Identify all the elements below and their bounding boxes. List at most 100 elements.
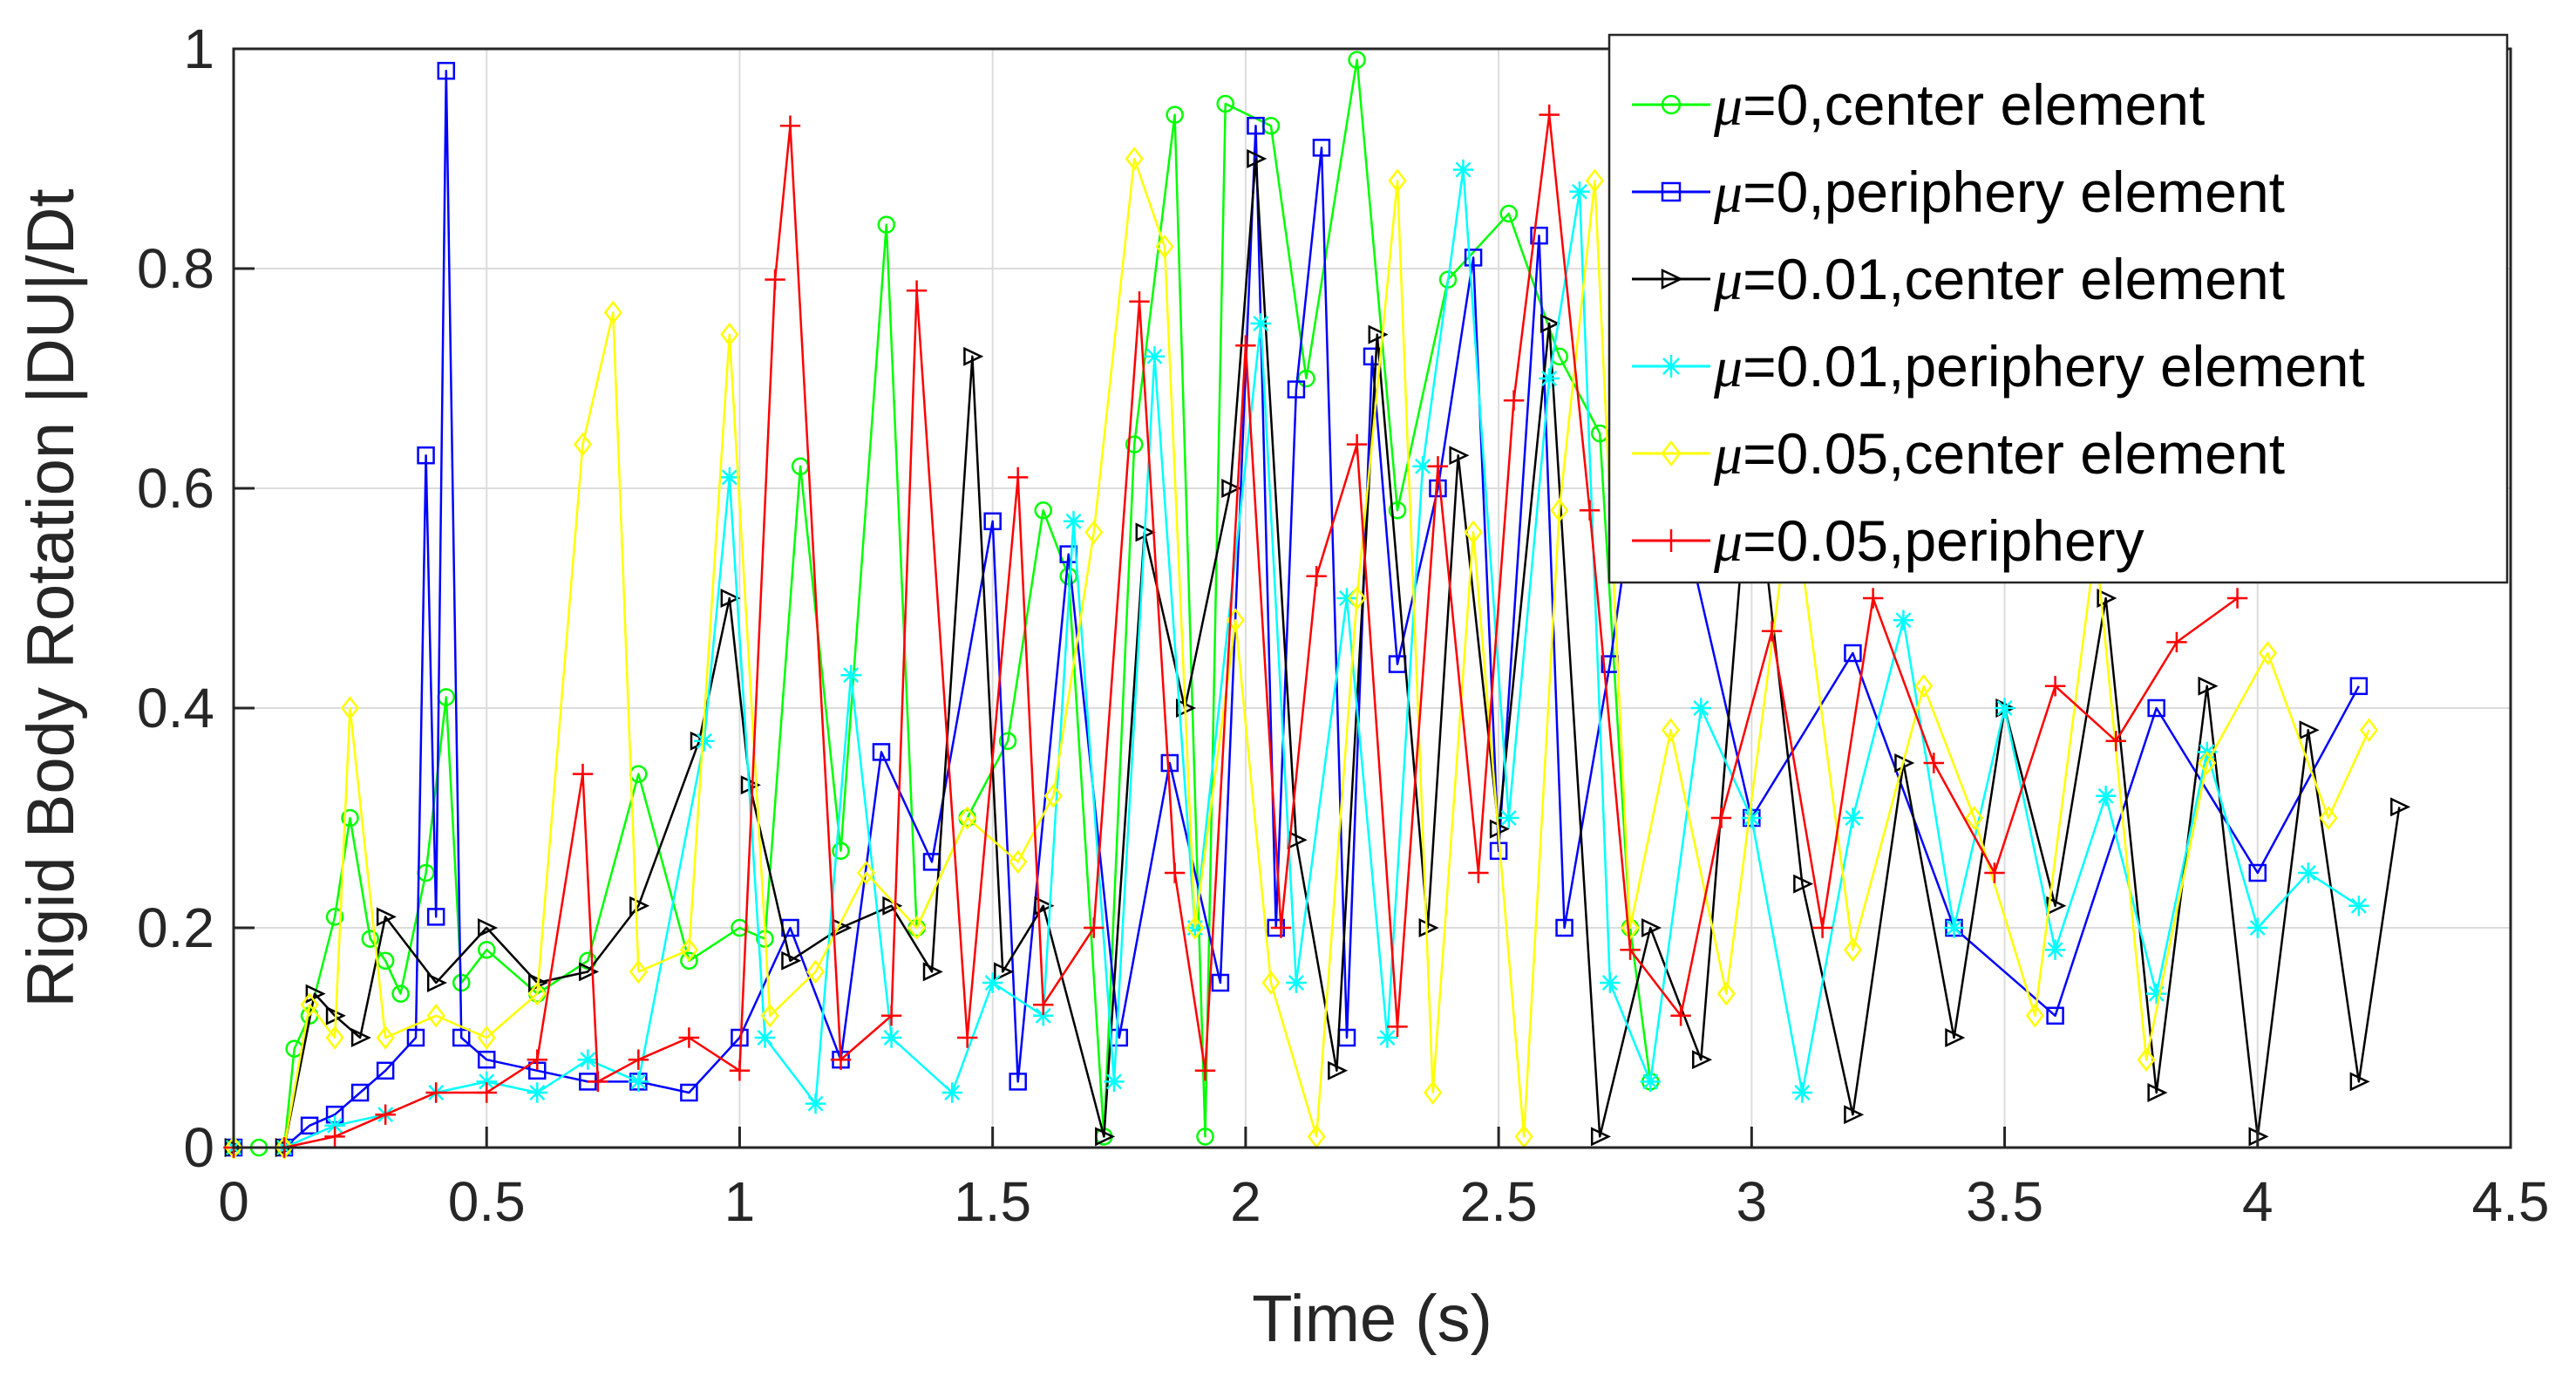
data-point <box>573 432 593 457</box>
data-point <box>1247 116 1265 135</box>
data-point <box>1286 972 1307 993</box>
data-point <box>350 1083 370 1102</box>
data-point <box>1216 94 1234 113</box>
legend-entry: μ=0,periphery element <box>1632 160 2285 225</box>
data-point <box>628 1049 649 1070</box>
data-point <box>2095 786 2117 807</box>
data-point <box>300 1116 319 1135</box>
data-point <box>476 1082 497 1103</box>
legend-entry: μ=0.05,center element <box>1632 421 2285 487</box>
data-point <box>426 1004 445 1028</box>
legend-marker <box>1661 269 1683 290</box>
data-point <box>982 972 1003 993</box>
legend-label-text: =0,center element <box>1743 72 2205 137</box>
data-point <box>1943 917 1965 938</box>
data-point <box>1621 916 1640 940</box>
data-point <box>779 115 801 136</box>
data-point <box>2349 1072 2370 1092</box>
data-point <box>628 1071 649 1093</box>
data-point <box>1661 718 1681 742</box>
legend-marker <box>1660 355 1682 378</box>
data-point <box>983 512 1002 531</box>
y-axis-title: Rigid Body Rotation |DU|/Dt <box>14 188 88 1007</box>
data-point <box>305 984 326 1004</box>
data-point <box>579 962 600 982</box>
data-point <box>1125 435 1144 453</box>
legend-label: μ=0.01,periphery element <box>1713 334 2365 399</box>
y-tick-label: 0 <box>183 1116 214 1179</box>
data-point <box>2145 983 2167 1005</box>
series-5 <box>224 146 2379 1160</box>
data-point <box>1186 916 1205 940</box>
data-point <box>694 731 715 752</box>
data-point <box>1261 971 1281 995</box>
y-tick-label: 0.8 <box>137 237 214 300</box>
data-point <box>527 1082 547 1103</box>
data-point <box>1084 917 1104 938</box>
legend-entry: μ=0.01,center element <box>1632 247 2285 312</box>
data-point <box>406 1028 425 1047</box>
data-point <box>906 280 928 301</box>
x-tick-label: 1.5 <box>954 1170 1031 1233</box>
data-point <box>1270 917 1292 938</box>
data-point <box>2348 896 2369 916</box>
data-point <box>760 1004 779 1028</box>
data-point <box>1034 501 1052 520</box>
x-tick-label: 0 <box>218 1170 249 1233</box>
x-tick-label: 4.5 <box>2472 1170 2550 1233</box>
data-point <box>720 322 739 347</box>
x-tick-label: 1 <box>724 1170 756 1233</box>
data-point <box>437 61 456 80</box>
data-point <box>1690 698 1711 719</box>
data-point <box>998 732 1017 751</box>
data-point <box>2226 588 2248 609</box>
data-point <box>2046 1006 2064 1025</box>
data-point <box>325 1025 344 1050</box>
data-point <box>477 918 499 937</box>
data-point <box>1965 806 1984 830</box>
data-point <box>805 959 826 984</box>
legend-label-text: =0.05,periphery <box>1743 508 2144 573</box>
data-point <box>572 763 594 785</box>
series-line <box>234 157 2370 1149</box>
data-point <box>1641 918 1662 937</box>
data-point <box>1893 610 1914 630</box>
data-point <box>1388 501 1407 520</box>
data-point <box>1600 972 1621 993</box>
data-point <box>1579 500 1601 521</box>
data-point <box>340 696 360 720</box>
legend-label: μ=0,periphery element <box>1713 160 2285 225</box>
series-line <box>234 58 1652 1149</box>
data-point <box>1503 390 1525 411</box>
data-point <box>1793 874 1814 894</box>
data-point <box>391 984 410 1003</box>
data-point <box>376 1025 395 1050</box>
data-point <box>1716 981 1736 1006</box>
data-point <box>1791 1082 1813 1103</box>
data-point <box>1348 586 1367 610</box>
data-point <box>1530 226 1548 245</box>
data-point <box>417 446 435 465</box>
data-point <box>719 467 740 488</box>
data-point <box>1063 511 1084 532</box>
data-point <box>1844 644 1862 663</box>
data-point <box>1424 1080 1443 1105</box>
data-point <box>832 841 850 861</box>
data-point <box>856 861 876 885</box>
data-point <box>765 269 785 290</box>
data-point <box>603 300 622 325</box>
data-point <box>1464 520 1483 545</box>
data-point <box>1452 159 1474 181</box>
legend-label-text: =0.05,center element <box>1743 421 2285 486</box>
data-point <box>1221 479 1242 498</box>
data-point <box>629 896 650 916</box>
x-tick-label: 3 <box>1737 1170 1768 1233</box>
data-point <box>1297 369 1315 388</box>
data-point <box>1043 784 1063 808</box>
data-point <box>1620 939 1641 960</box>
data-point <box>1009 1073 1027 1091</box>
data-point <box>1387 1016 1408 1038</box>
data-point <box>731 918 749 937</box>
